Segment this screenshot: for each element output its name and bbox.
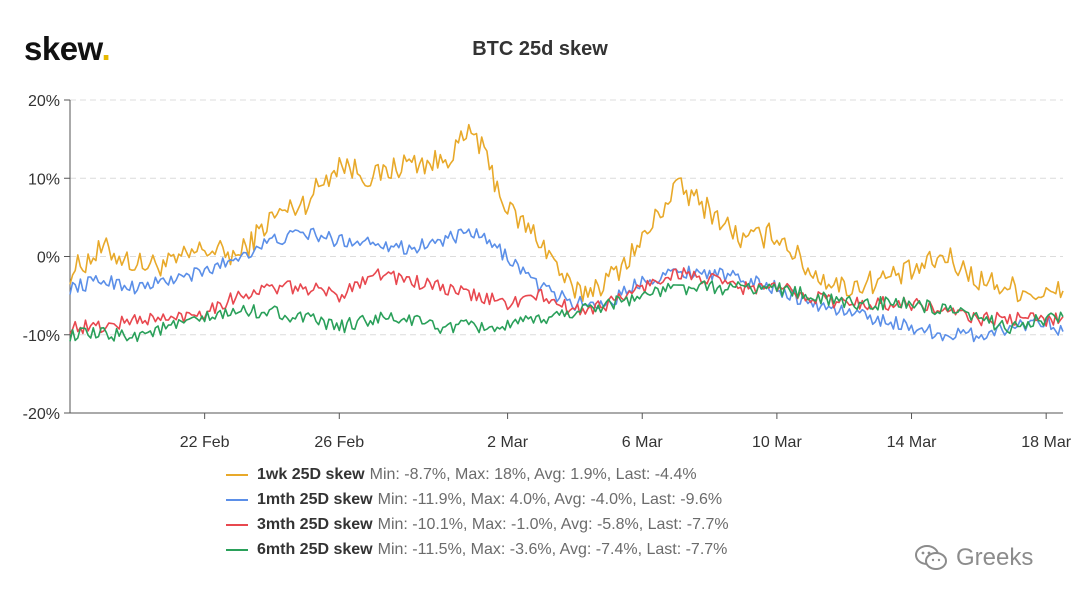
legend-item-6mth[interactable]: 6mth 25D skew Min: -11.5%, Max: -3.6%, A… [226,537,729,562]
x-tick-label: 26 Feb [314,434,364,451]
wechat-icon [915,545,947,570]
legend: 1wk 25D skew Min: -8.7%, Max: 18%, Avg: … [226,462,729,562]
legend-item-3mth[interactable]: 3mth 25D skew Min: -10.1%, Max: -1.0%, A… [226,512,729,537]
y-tick-label: 0% [37,250,60,267]
y-tick-label: 20% [28,93,60,110]
legend-swatch-1mth [226,498,248,501]
x-tick-label: 18 Mar [1021,434,1071,451]
legend-item-1mth[interactable]: 1mth 25D skew Min: -11.9%, Max: 4.0%, Av… [226,487,729,512]
legend-name-6mth: 6mth 25D skew [257,540,373,558]
chart-title: BTC 25d skew [472,38,608,60]
skew-logo: skew. [24,30,111,68]
grid-layer [70,99,1063,336]
legend-stats-1mth: Min: -11.9%, Max: 4.0%, Avg: -4.0%, Last… [377,490,723,508]
y-tick-label: -10% [23,328,60,345]
x-tick-label: 14 Mar [887,434,937,451]
logo-text: skew [24,30,102,67]
legend-swatch-3mth [226,523,248,526]
series-line-2 [69,227,1064,343]
logo-dot: . [101,30,111,67]
legend-swatch-6mth [226,548,248,551]
line-chart: 20% 10% 0% -10% -20% 22 Feb 26 Feb 2 Mar 6 Mar 10… [23,93,1072,451]
watermark: Greeks [914,544,1033,572]
x-tick-label: 10 Mar [752,434,802,451]
legend-name-1wk: 1wk 25D skew [257,465,365,483]
legend-swatch-1wk [226,473,248,476]
series-line-4 [69,280,1064,343]
x-tick-label: 2 Mar [487,434,529,451]
legend-stats-6mth: Min: -11.5%, Max: -3.6%, Avg: -7.4%, Las… [377,540,728,558]
legend-stats-3mth: Min: -10.1%, Max: -1.0%, Avg: -5.8%, Las… [377,515,729,533]
axis-layer: 20% 10% 0% -10% -20% 22 Feb 26 Feb 2 Mar 6 Mar 10… [23,93,1072,451]
legend-item-1wk[interactable]: 1wk 25D skew Min: -8.7%, Max: 18%, Avg: … [226,462,729,487]
legend-name-3mth: 3mth 25D skew [257,515,373,533]
series-line-1 [69,123,1064,303]
x-tick-label: 6 Mar [622,434,664,451]
watermark-text: Greeks [956,544,1034,571]
y-tick-label: -20% [23,406,60,423]
y-tick-label: 10% [28,171,60,188]
series-layer [69,123,1064,343]
legend-stats-1wk: Min: -8.7%, Max: 18%, Avg: 1.9%, Last: -… [369,465,697,483]
legend-name-1mth: 1mth 25D skew [257,490,373,508]
x-tick-label: 22 Feb [180,434,230,451]
series-line-3 [69,267,1064,335]
